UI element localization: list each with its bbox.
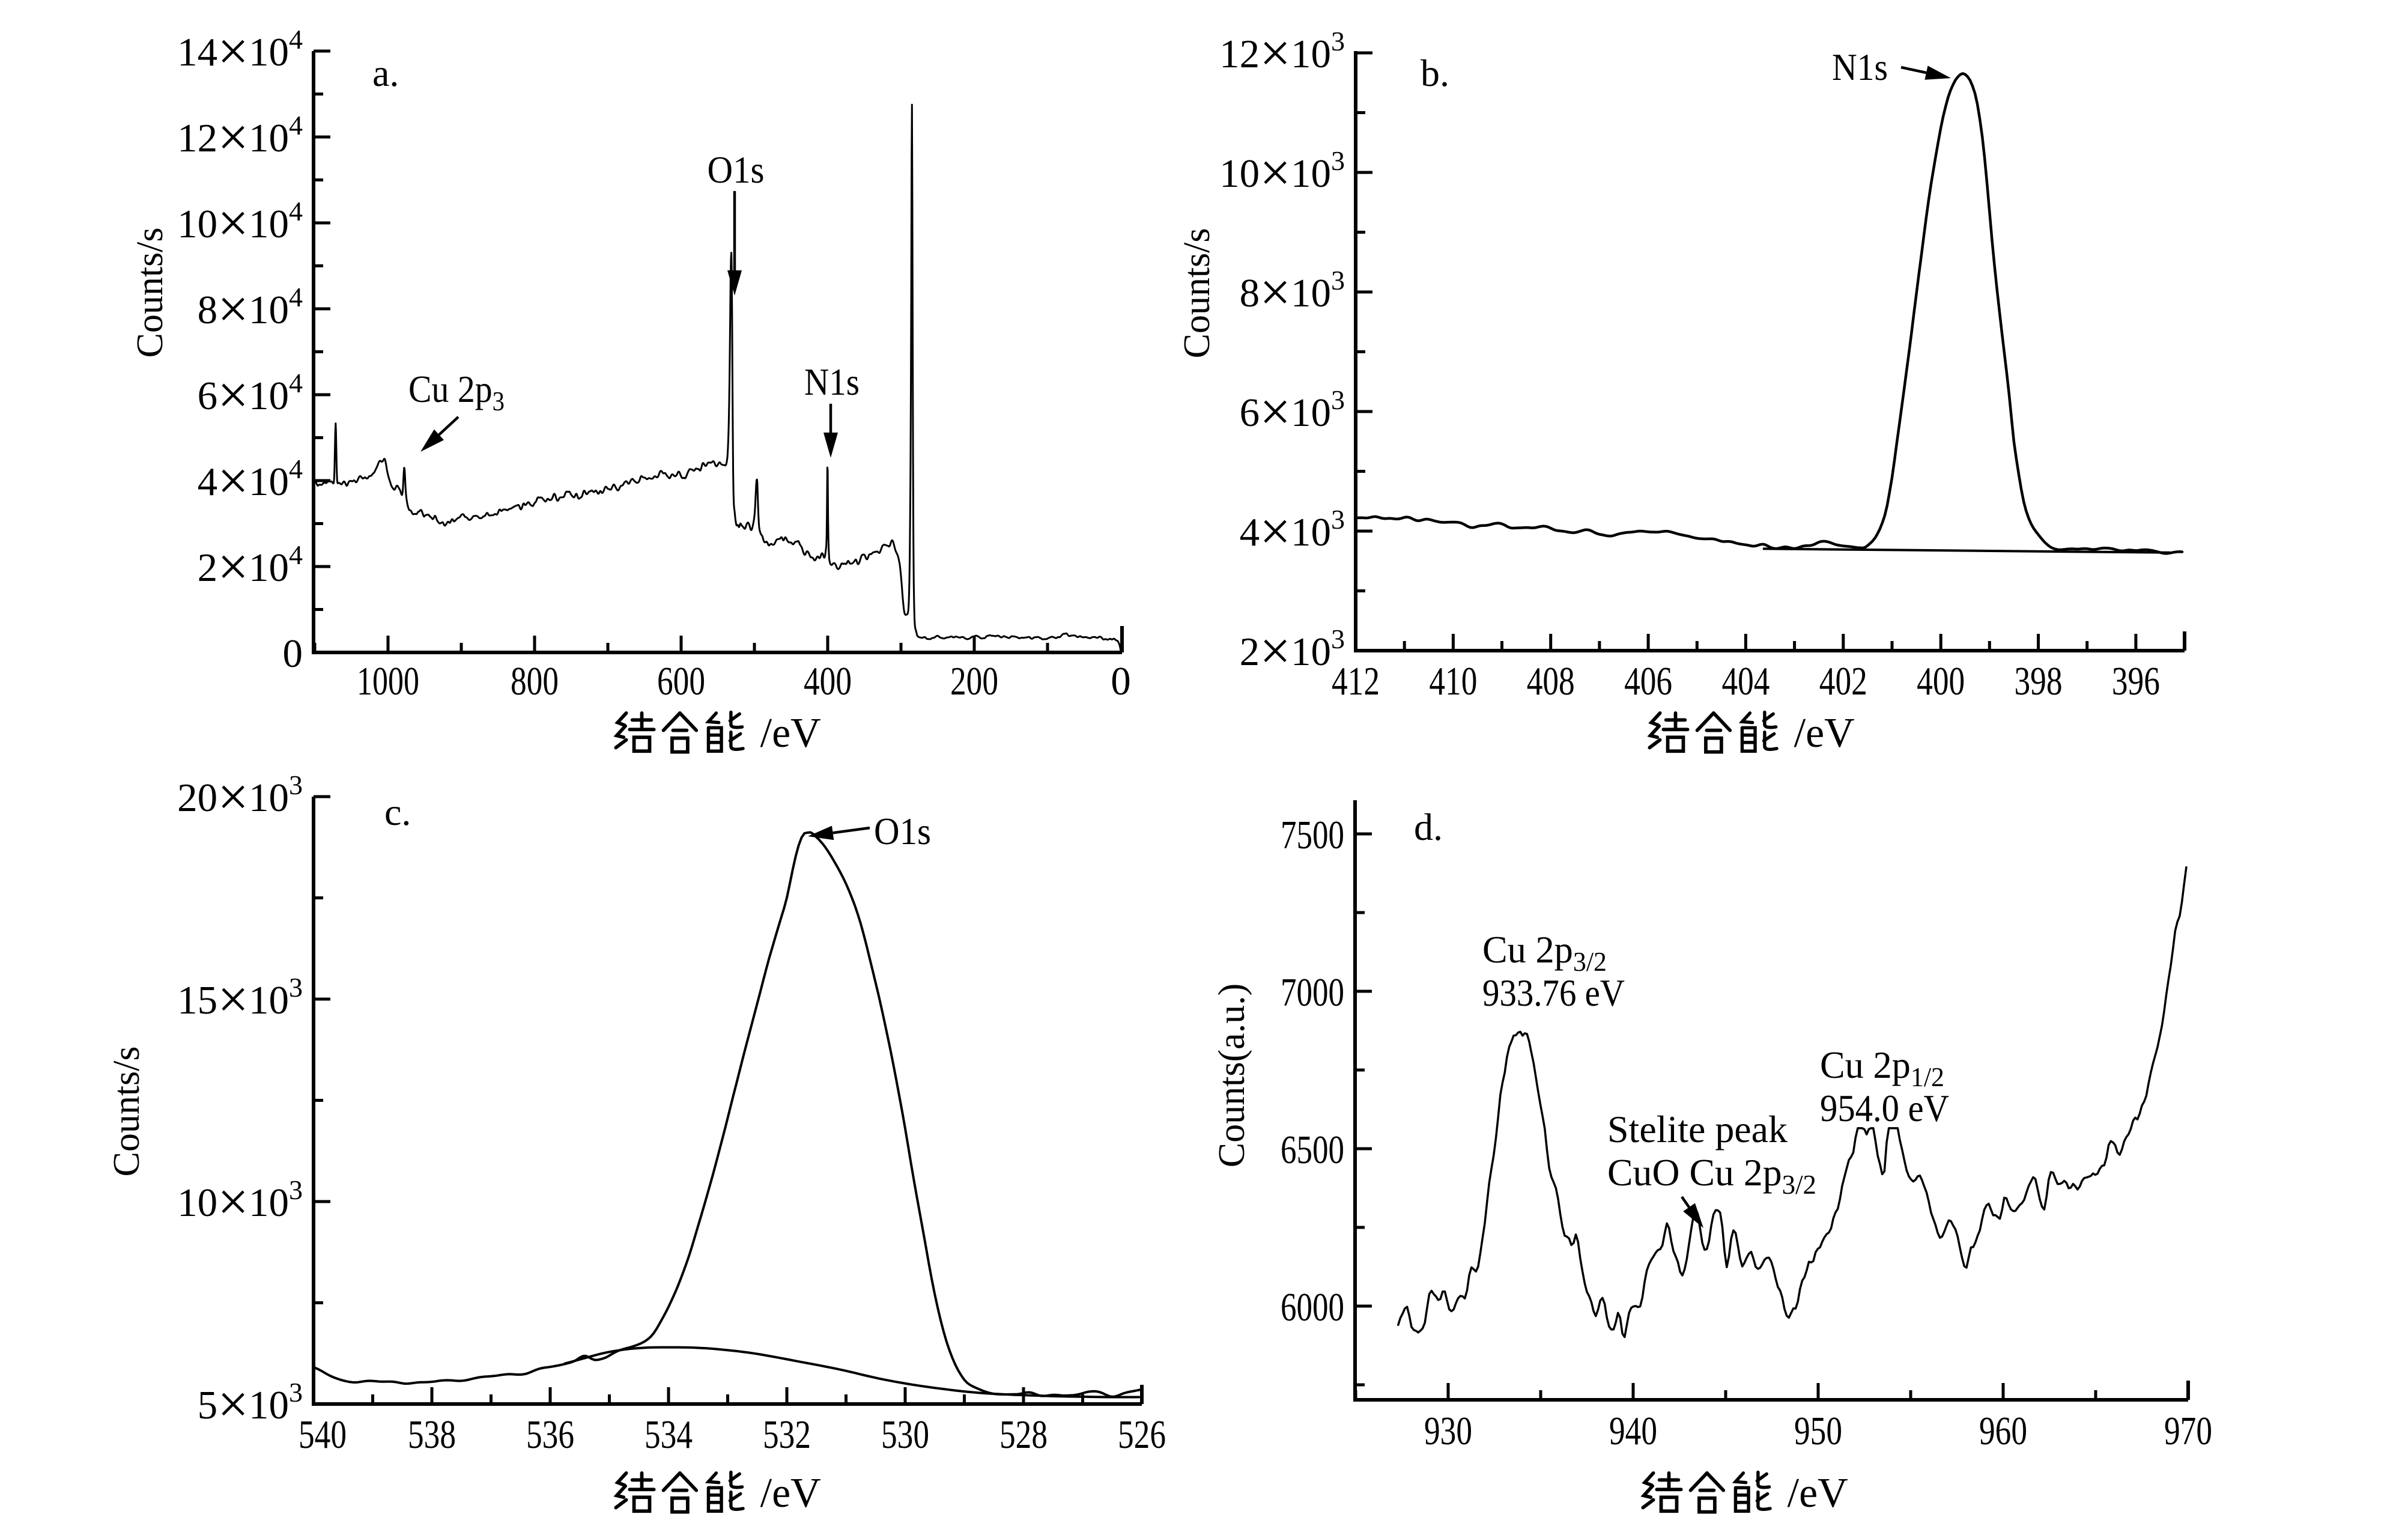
svg-text:412: 412 (1332, 659, 1380, 704)
svg-text:N1s: N1s (1832, 46, 1888, 88)
svg-text:12×104: 12×104 (177, 106, 303, 168)
svg-text:930: 930 (1424, 1409, 1472, 1453)
svg-text:10×104: 10×104 (177, 192, 303, 254)
svg-text:410: 410 (1429, 659, 1477, 704)
svg-text:933.76 eV: 933.76 eV (1482, 971, 1625, 1014)
svg-text:7000: 7000 (1281, 970, 1344, 1015)
svg-text:530: 530 (881, 1412, 929, 1457)
svg-text:6×104: 6×104 (198, 364, 303, 425)
svg-text:954.0 eV: 954.0 eV (1820, 1087, 1949, 1129)
svg-text:20×103: 20×103 (177, 766, 303, 827)
svg-text:940: 940 (1609, 1409, 1657, 1453)
svg-text:14×104: 14×104 (177, 20, 303, 82)
svg-text:1000: 1000 (357, 659, 419, 704)
svg-text:O1s: O1s (874, 810, 931, 853)
svg-text:4×104: 4×104 (198, 450, 303, 511)
svg-text:CuO Cu 2p3/2: CuO Cu 2p3/2 (1607, 1151, 1816, 1200)
svg-text:Counts/s: Counts/s (106, 1046, 147, 1176)
svg-text:528: 528 (999, 1412, 1048, 1457)
svg-text:Counts/s: Counts/s (130, 227, 171, 357)
svg-text:15×103: 15×103 (177, 968, 303, 1030)
svg-text:526: 526 (1118, 1412, 1166, 1457)
svg-text:402: 402 (1819, 659, 1867, 704)
svg-text:2×104: 2×104 (198, 536, 303, 597)
svg-text:950: 950 (1794, 1409, 1842, 1453)
svg-text:408: 408 (1527, 659, 1575, 704)
svg-text:536: 536 (526, 1412, 574, 1457)
svg-text:4×103: 4×103 (1240, 500, 1345, 562)
svg-text:8×103: 8×103 (1240, 261, 1345, 323)
svg-text:12×103: 12×103 (1219, 22, 1345, 84)
svg-text:d.: d. (1414, 806, 1443, 848)
svg-text:960: 960 (1979, 1409, 2027, 1453)
svg-text:400: 400 (1917, 659, 1965, 704)
svg-text:396: 396 (2112, 659, 2160, 704)
svg-text:Cu 2p3/2: Cu 2p3/2 (1482, 928, 1607, 977)
svg-text:a.: a. (372, 52, 399, 94)
svg-text:7500: 7500 (1281, 813, 1344, 857)
svg-text:540: 540 (299, 1412, 347, 1457)
svg-text:0: 0 (283, 631, 303, 676)
svg-text:Counts/s: Counts/s (1177, 228, 1218, 358)
svg-text:/eV: /eV (760, 1470, 821, 1516)
svg-text:0: 0 (1111, 659, 1131, 704)
svg-text:800: 800 (511, 659, 559, 704)
svg-text:N1s: N1s (804, 360, 860, 403)
svg-text:5×103: 5×103 (198, 1373, 303, 1435)
svg-text:/eV: /eV (1794, 710, 1855, 756)
svg-text:532: 532 (763, 1412, 811, 1457)
svg-text:Stelite peak: Stelite peak (1607, 1108, 1788, 1150)
svg-text:10×103: 10×103 (177, 1171, 303, 1232)
svg-text:600: 600 (657, 659, 705, 704)
svg-text:406: 406 (1624, 659, 1672, 704)
svg-text:/eV: /eV (760, 710, 821, 756)
svg-text:404: 404 (1721, 659, 1770, 704)
svg-text:2×103: 2×103 (1240, 620, 1345, 681)
svg-text:Cu 2p3: Cu 2p3 (408, 368, 505, 416)
svg-text:10×103: 10×103 (1219, 142, 1345, 203)
svg-text:/eV: /eV (1788, 1470, 1848, 1516)
svg-text:8×104: 8×104 (198, 278, 303, 339)
svg-text:6000: 6000 (1281, 1285, 1344, 1330)
svg-text:200: 200 (950, 659, 998, 704)
svg-text:970: 970 (2164, 1409, 2212, 1453)
svg-text:400: 400 (804, 659, 852, 704)
svg-text:538: 538 (408, 1412, 456, 1457)
svg-text:b.: b. (1421, 52, 1449, 94)
svg-text:c.: c. (384, 791, 411, 833)
svg-text:6500: 6500 (1281, 1128, 1344, 1172)
svg-text:Counts(a.u.): Counts(a.u.) (1212, 983, 1252, 1168)
svg-text:O1s: O1s (708, 148, 765, 191)
svg-text:6×103: 6×103 (1240, 381, 1345, 442)
svg-text:534: 534 (644, 1412, 693, 1457)
svg-text:398: 398 (2015, 659, 2063, 704)
